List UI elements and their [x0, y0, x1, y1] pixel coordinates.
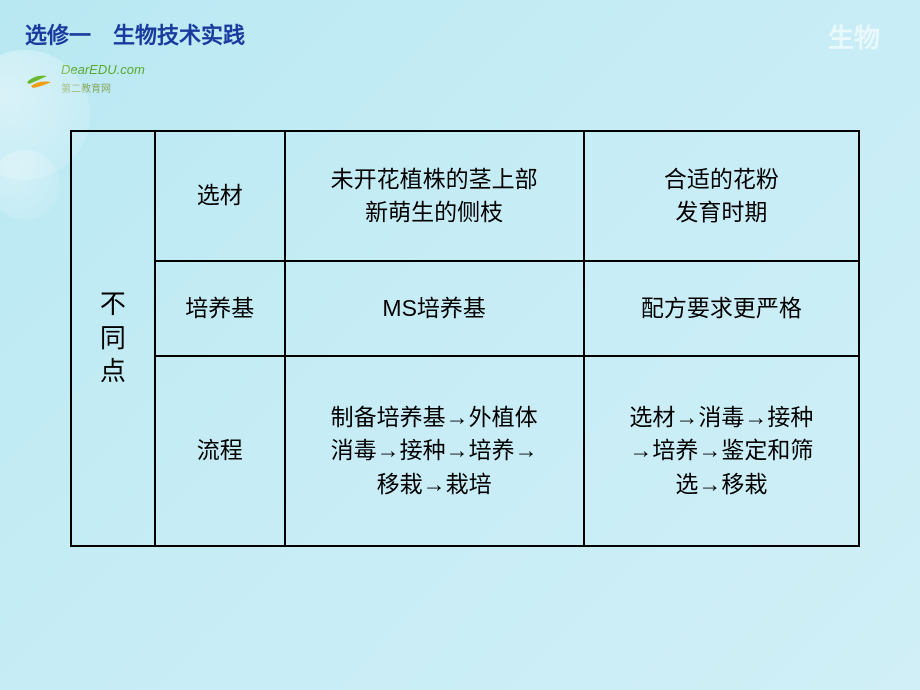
row-label: 流程 — [155, 356, 285, 546]
cell-value: MS培养基 — [285, 261, 584, 356]
leaf-icon — [25, 68, 55, 90]
table-row: 流程 制备培养基→外植体消毒→接种→培养→移栽→栽培 选材→消毒→接种→培养→鉴… — [71, 356, 859, 546]
header-course-title: 选修一 生物技术实践 — [25, 18, 245, 50]
row-label: 选材 — [155, 131, 285, 261]
comparison-table: 不同点 选材 未开花植株的茎上部新萌生的侧枝 合适的花粉发育时期 培养基 MS培… — [70, 130, 860, 547]
cell-value: 制备培养基→外植体消毒→接种→培养→移栽→栽培 — [285, 356, 584, 546]
comparison-table-container: 不同点 选材 未开花植株的茎上部新萌生的侧枝 合适的花粉发育时期 培养基 MS培… — [70, 130, 860, 547]
cell-value: 合适的花粉发育时期 — [584, 131, 859, 261]
group-header-text: 不同点 — [82, 288, 144, 389]
brand-logo: DearEDU.com 第二教育网 — [0, 61, 920, 97]
cell-value: 配方要求更严格 — [584, 261, 859, 356]
cell-value: 选材→消毒→接种→培养→鉴定和筛选→移栽 — [584, 356, 859, 546]
group-header-cell: 不同点 — [71, 131, 155, 546]
table-row: 不同点 选材 未开花植株的茎上部新萌生的侧枝 合适的花粉发育时期 — [71, 131, 859, 261]
row-label: 培养基 — [155, 261, 285, 356]
cell-value: 未开花植株的茎上部新萌生的侧枝 — [285, 131, 584, 261]
table-row: 培养基 MS培养基 配方要求更严格 — [71, 261, 859, 356]
header-subject: 生物 — [828, 18, 895, 55]
slide-header: 选修一 生物技术实践 生物 — [0, 0, 920, 61]
